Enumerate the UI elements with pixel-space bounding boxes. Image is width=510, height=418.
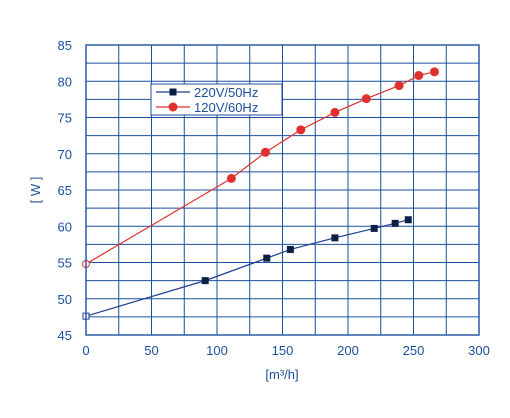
data-point bbox=[429, 67, 439, 77]
y-tick-label: 50 bbox=[58, 292, 72, 307]
y-tick-label: 70 bbox=[58, 147, 72, 162]
y-tick-label: 45 bbox=[58, 328, 72, 343]
data-point bbox=[226, 173, 236, 183]
y-tick-label: 65 bbox=[58, 183, 72, 198]
legend: 220V/50Hz 120V/60Hz bbox=[150, 83, 283, 116]
data-point bbox=[404, 216, 412, 224]
x-tick-label: 200 bbox=[337, 343, 359, 358]
x-tick-label: 100 bbox=[206, 343, 228, 358]
y-tick-label: 60 bbox=[58, 219, 72, 234]
y-axis-label: [ W ] bbox=[28, 177, 43, 204]
x-tick-label: 150 bbox=[272, 343, 294, 358]
data-point bbox=[370, 224, 378, 232]
x-axis-ticks: 0 50 100 150 200 250 300 bbox=[82, 343, 489, 358]
data-point bbox=[361, 94, 371, 104]
series-layer bbox=[82, 67, 439, 320]
legend-marker-120v bbox=[168, 102, 178, 112]
y-axis-ticks: 45 50 55 60 65 70 75 80 85 bbox=[58, 38, 72, 343]
y-tick-label: 85 bbox=[58, 38, 72, 53]
data-point bbox=[331, 234, 339, 242]
y-tick-label: 55 bbox=[58, 256, 72, 271]
y-tick-label: 80 bbox=[58, 74, 72, 89]
data-point bbox=[286, 245, 294, 253]
data-point bbox=[260, 147, 270, 157]
data-point bbox=[201, 277, 209, 285]
x-tick-label: 250 bbox=[403, 343, 425, 358]
y-tick-label: 75 bbox=[58, 111, 72, 126]
x-tick-label: 50 bbox=[144, 343, 158, 358]
data-point bbox=[414, 70, 424, 80]
legend-label-220v: 220V/50Hz bbox=[194, 85, 258, 100]
x-tick-label: 300 bbox=[468, 343, 490, 358]
x-tick-label: 0 bbox=[82, 343, 89, 358]
legend-marker-220v bbox=[169, 88, 177, 96]
data-point bbox=[296, 125, 306, 135]
data-point bbox=[263, 254, 271, 262]
data-point bbox=[391, 219, 399, 227]
legend-label-120v: 120V/60Hz bbox=[194, 100, 258, 115]
x-axis-label: [m³/h] bbox=[265, 367, 298, 382]
data-point bbox=[394, 81, 404, 91]
data-point bbox=[330, 107, 340, 117]
plot-border bbox=[85, 44, 480, 336]
